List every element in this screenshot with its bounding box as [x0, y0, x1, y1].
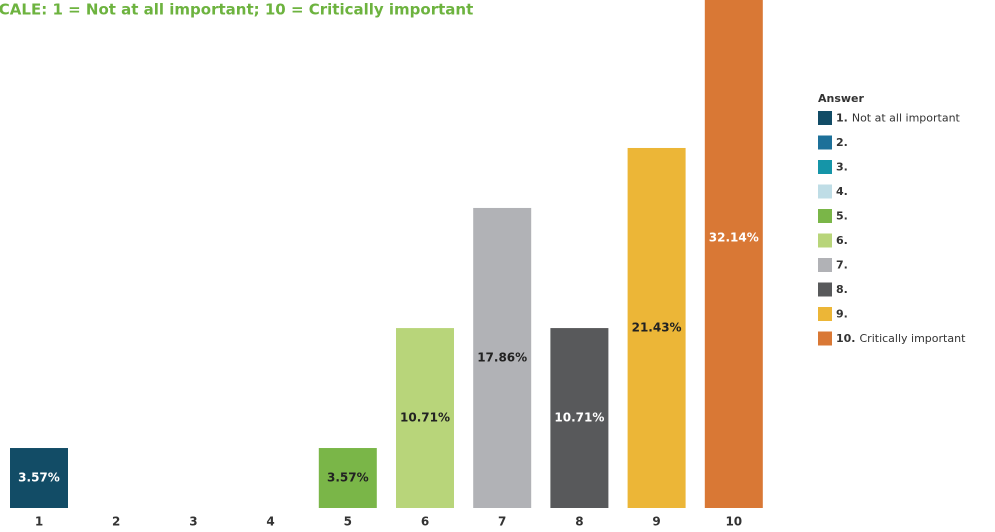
bar: [627, 147, 686, 508]
x-tick-label: 3: [189, 515, 197, 529]
legend-swatch: [818, 209, 832, 223]
data-label: 32.14%: [709, 231, 759, 245]
legend-swatch: [818, 160, 832, 174]
legend-key: 1.: [836, 112, 848, 125]
bar: [10, 448, 68, 508]
x-tick-label: 5: [344, 515, 352, 529]
legend-key: 2.: [836, 136, 848, 149]
x-tick-label: 10: [725, 515, 742, 529]
x-tick-label: 4: [266, 515, 274, 529]
legend-text: Critically important: [860, 332, 967, 345]
legend-label: 1. Not at all important: [836, 112, 961, 125]
legend-swatch: [818, 307, 832, 321]
legend-swatch: [818, 111, 832, 125]
legend-label: 6.: [836, 234, 848, 247]
legend-label: 10. Critically important: [836, 332, 966, 345]
legend-swatch: [818, 184, 832, 199]
legend-swatch: [818, 135, 832, 150]
x-tick-label: 6: [421, 515, 429, 529]
bar: [318, 448, 377, 508]
data-label: 3.57%: [18, 471, 60, 485]
bar: [704, 0, 763, 509]
legend-key: 9.: [836, 308, 848, 321]
x-tick-label: 9: [652, 515, 660, 529]
legend-key: 10.: [836, 332, 856, 345]
legend-label: 7.: [836, 259, 848, 272]
legend-label: 4.: [836, 185, 848, 198]
legend-label: 2.: [836, 136, 848, 149]
legend-label: 3.: [836, 161, 848, 174]
legend-key: 5.: [836, 210, 848, 223]
data-label: 21.43%: [632, 320, 682, 334]
x-tick-label: 1: [35, 515, 43, 529]
legend-swatch: [818, 258, 832, 272]
legend-swatch: [818, 331, 832, 346]
x-tick-label: 2: [112, 515, 120, 529]
bar: [550, 328, 609, 508]
x-tick-label: 7: [498, 515, 506, 529]
legend-key: 3.: [836, 161, 848, 174]
data-label: 3.57%: [327, 471, 369, 485]
legend-label: 8.: [836, 283, 848, 296]
legend-text: Not at all important: [852, 112, 961, 125]
legend-key: 6.: [836, 234, 848, 247]
legend-key: 7.: [836, 259, 848, 272]
data-label: 17.86%: [477, 350, 527, 364]
bar: [396, 328, 454, 508]
bar: [473, 207, 532, 508]
legend-swatch: [818, 282, 832, 297]
legend-swatch: [818, 233, 832, 248]
legend-key: 8.: [836, 283, 848, 296]
chart-title: SCALE: 1 = Not at all important; 10 = Cr…: [0, 1, 473, 19]
legend-title: Answer: [818, 92, 865, 105]
legend-label: 5.: [836, 210, 848, 223]
data-label: 10.71%: [554, 411, 604, 425]
data-label: 10.71%: [400, 411, 450, 425]
legend-label: 9.: [836, 308, 848, 321]
legend-key: 4.: [836, 185, 848, 198]
x-tick-label: 8: [575, 515, 583, 529]
